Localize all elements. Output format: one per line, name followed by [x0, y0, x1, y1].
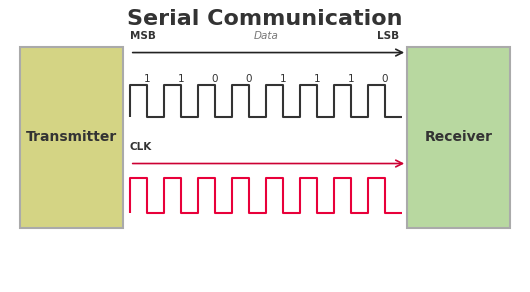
Text: Transmitter: Transmitter	[26, 130, 118, 144]
Text: Receiver: Receiver	[425, 130, 493, 144]
Text: 1: 1	[144, 74, 150, 84]
Text: Serial Communication: Serial Communication	[127, 9, 403, 29]
Text: 1: 1	[178, 74, 184, 84]
Text: 0: 0	[245, 74, 252, 84]
Text: 1: 1	[348, 74, 354, 84]
Text: 0: 0	[382, 74, 388, 84]
Text: Data: Data	[253, 31, 278, 41]
Text: 0: 0	[211, 74, 218, 84]
Text: 1: 1	[313, 74, 320, 84]
Text: LSB: LSB	[377, 31, 399, 41]
Text: CLK: CLK	[130, 142, 152, 152]
Text: 1: 1	[279, 74, 286, 84]
Text: MSB: MSB	[130, 31, 156, 41]
FancyBboxPatch shape	[407, 47, 510, 228]
FancyBboxPatch shape	[20, 47, 123, 228]
